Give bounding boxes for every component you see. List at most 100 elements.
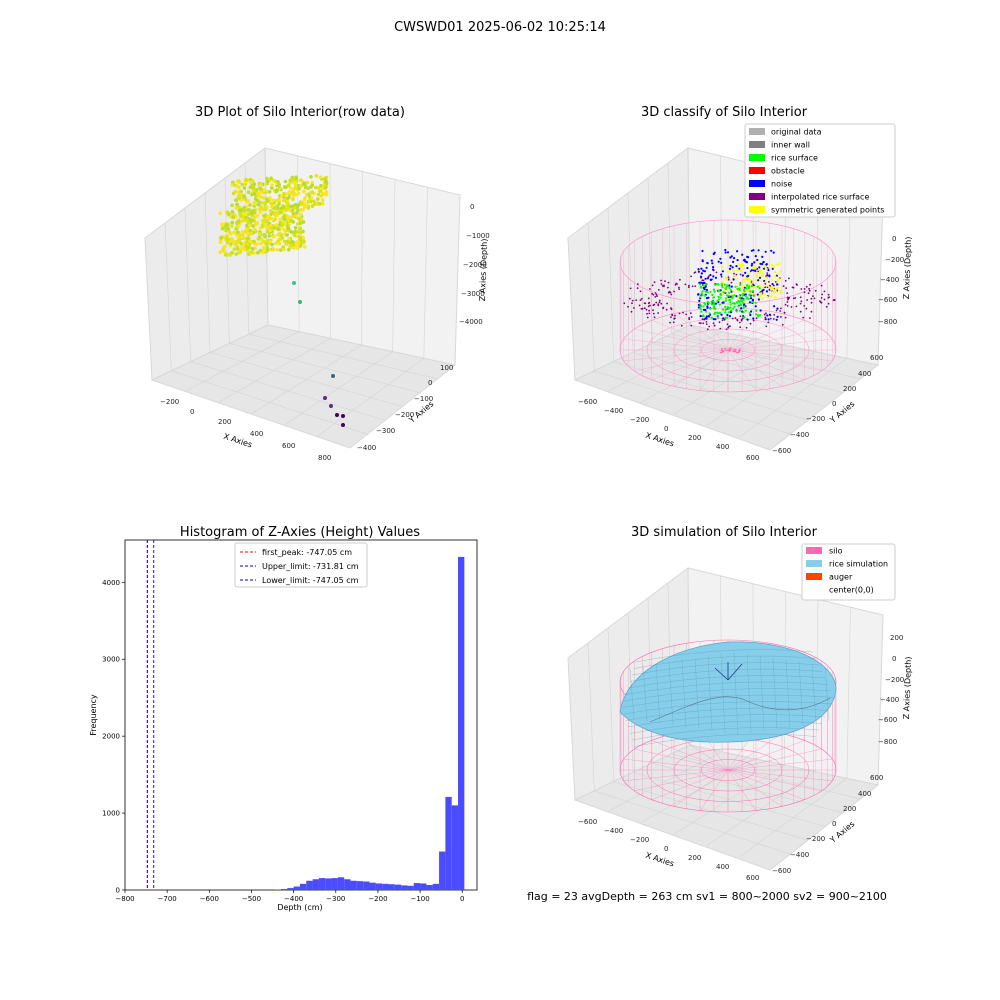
histogram-xtick-label: −200	[368, 895, 387, 903]
classify-noise-point	[700, 267, 703, 270]
classify-rice-point	[732, 302, 735, 305]
grid-line	[587, 642, 595, 791]
grid-line	[361, 171, 363, 346]
classify-rice-point	[725, 286, 728, 289]
classify-interpolated-point	[812, 295, 814, 297]
raw-point	[239, 214, 243, 218]
raw-point	[289, 204, 294, 209]
classify-rice-point	[717, 298, 720, 301]
classify-interpolated-point	[674, 314, 676, 317]
classify-symmetric-point	[770, 263, 773, 266]
classify-noise-point	[746, 266, 749, 270]
silo-floor-spoke	[727, 740, 805, 771]
classify-noise-point	[724, 251, 727, 254]
classify-noise-point	[726, 251, 730, 254]
classify-symmetric-point	[777, 277, 781, 281]
classify-symmetric-point	[771, 291, 774, 294]
classify-interpolated-point	[809, 317, 811, 319]
classify-noise-point	[753, 261, 756, 264]
classify-interpolated-point	[688, 318, 691, 321]
classify-interpolated-point	[803, 291, 806, 293]
classify-rice-point	[742, 302, 745, 305]
raw-point	[301, 220, 306, 224]
raw-point	[226, 227, 231, 231]
raw-point	[285, 205, 290, 210]
raw-point	[294, 243, 299, 248]
classify-interpolated-point	[664, 280, 666, 283]
classify-interpolated-point	[805, 285, 808, 288]
classify-interpolated-point	[651, 284, 654, 287]
simulation-ztick: 200	[890, 634, 903, 642]
classify-rice-point	[755, 313, 758, 316]
classify-noise-point	[728, 267, 732, 270]
simulation-legend-swatch	[806, 560, 822, 567]
raw-point	[323, 177, 327, 182]
raw-point	[277, 198, 282, 203]
classify-rice-point	[716, 311, 719, 314]
raw-point	[246, 231, 250, 235]
classify-symmetric-point	[742, 267, 746, 270]
classify-interpolated-point	[629, 287, 632, 290]
classify-symmetric-point	[779, 291, 782, 294]
classify-rice-point	[751, 285, 754, 288]
classify-interpolated-point	[688, 284, 690, 287]
classify-symmetric-point	[739, 263, 742, 266]
raw-point	[236, 225, 240, 229]
simulation-xlabel: X Axies	[644, 851, 675, 869]
classify-noise-point	[722, 301, 725, 304]
raw-point	[243, 230, 247, 234]
classify-interpolated-point	[678, 288, 680, 290]
raw-point	[263, 234, 267, 239]
classify-noise-point	[750, 264, 753, 267]
classify-noise-point	[712, 318, 715, 321]
classify-rice-point	[737, 299, 740, 303]
classify-interpolated-point	[656, 295, 658, 297]
classify-rice-point	[707, 301, 710, 304]
raw-point	[320, 201, 325, 206]
classify-interpolated-point	[727, 327, 729, 329]
classify-interpolated-point	[646, 316, 649, 319]
classify-interpolated-point	[784, 303, 787, 306]
raw-point	[278, 223, 282, 227]
raw-point	[258, 200, 262, 205]
classify-legend-label: interpolated rice surface	[771, 193, 869, 202]
classify-ytick: 400	[858, 370, 871, 378]
classify-noise-point	[757, 249, 760, 252]
histogram-bar	[299, 883, 307, 890]
panel-raw-3d: 3D Plot of Silo Interior(row data) −200 …	[144, 105, 490, 462]
classify-rice-point	[709, 307, 712, 310]
raw-point	[245, 236, 250, 241]
histogram-ytick-label: 0	[116, 887, 120, 895]
raw-point	[234, 184, 239, 188]
histogram-bar	[363, 881, 370, 890]
classify-noise-point	[750, 297, 753, 300]
raw-point	[270, 183, 274, 187]
raw-point	[286, 191, 291, 195]
raw-point	[241, 211, 246, 215]
classify-interpolated-point	[807, 292, 810, 295]
raw-point	[270, 186, 274, 190]
raw-outlier-point	[298, 300, 302, 304]
panel-histogram: Histogram of Z-Axies (Height) Values −80…	[89, 525, 478, 912]
classify-interpolated-point	[773, 313, 776, 316]
raw-point	[242, 247, 246, 252]
classify-xtick: −200	[630, 416, 649, 424]
raw-point	[290, 190, 295, 194]
raw-point	[234, 198, 238, 202]
raw-point	[286, 201, 290, 206]
classify-interpolated-point	[782, 285, 785, 287]
raw-point	[274, 207, 278, 211]
classify-noise-point	[703, 286, 706, 289]
classify-interpolated-point	[739, 273, 742, 276]
classify-symmetric-point	[764, 265, 767, 268]
classify-noise-point	[697, 268, 700, 271]
raw-point	[271, 248, 276, 252]
classify-interpolated-point	[701, 318, 704, 321]
simulation-ytick: 600	[870, 774, 883, 782]
classify-interpolated-point	[680, 324, 683, 327]
histogram-bar	[426, 885, 433, 890]
classify-interpolated-point	[694, 285, 697, 287]
classify-rice-point	[729, 306, 732, 309]
raw-point	[218, 240, 223, 244]
classify-rice-point	[726, 284, 729, 287]
